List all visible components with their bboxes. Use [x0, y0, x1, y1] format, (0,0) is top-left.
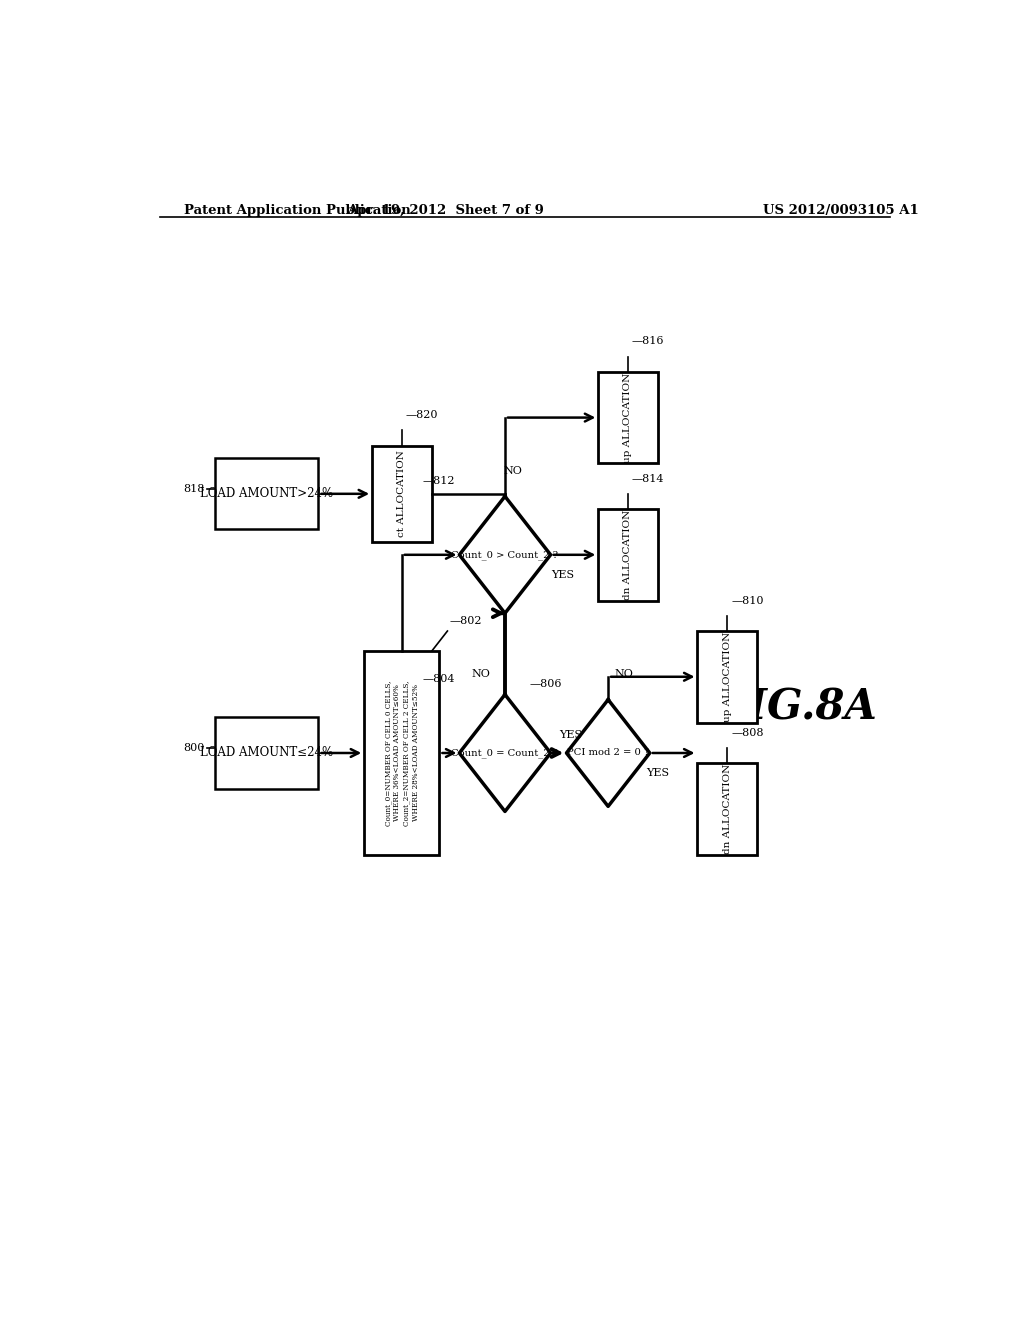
- Text: LOAD AMOUNT>24%: LOAD AMOUNT>24%: [201, 487, 334, 500]
- Text: —806: —806: [530, 680, 562, 689]
- Text: dn ALLOCATION: dn ALLOCATION: [723, 764, 732, 854]
- Polygon shape: [460, 694, 551, 812]
- Bar: [372, 446, 431, 543]
- Text: LOAD AMOUNT≤24%: LOAD AMOUNT≤24%: [201, 747, 334, 759]
- Bar: [697, 631, 757, 722]
- Text: —814: —814: [632, 474, 665, 483]
- Text: —820: —820: [406, 411, 438, 420]
- Text: —816: —816: [632, 337, 665, 346]
- Text: NO: NO: [472, 669, 490, 680]
- Text: up ALLOCATION: up ALLOCATION: [723, 632, 732, 722]
- Text: 818: 818: [183, 483, 205, 494]
- Text: Count_0 = Count_2 ?: Count_0 = Count_2 ?: [452, 748, 558, 758]
- Text: —804: —804: [423, 675, 456, 684]
- Bar: [365, 651, 439, 854]
- Text: Patent Application Publication: Patent Application Publication: [183, 205, 411, 216]
- Text: YES: YES: [646, 768, 670, 779]
- Polygon shape: [460, 496, 551, 614]
- Text: —802: —802: [450, 616, 482, 626]
- Text: Count_0 > Count_2 ?: Count_0 > Count_2 ?: [452, 550, 558, 560]
- Text: PCI mod 2 = 0 ?: PCI mod 2 = 0 ?: [567, 748, 649, 758]
- Bar: [598, 372, 657, 463]
- Text: up ALLOCATION: up ALLOCATION: [624, 372, 633, 463]
- Text: 800: 800: [183, 743, 205, 752]
- Bar: [215, 458, 318, 529]
- Text: NO: NO: [614, 669, 634, 680]
- Text: US 2012/0093105 A1: US 2012/0093105 A1: [763, 205, 919, 216]
- Text: FIG.8A: FIG.8A: [719, 686, 878, 729]
- Text: —812: —812: [423, 477, 456, 486]
- Text: Apr. 19, 2012  Sheet 7 of 9: Apr. 19, 2012 Sheet 7 of 9: [347, 205, 544, 216]
- Text: YES: YES: [551, 570, 574, 579]
- Bar: [697, 763, 757, 854]
- Bar: [598, 510, 657, 601]
- Text: —810: —810: [731, 595, 764, 606]
- Polygon shape: [566, 700, 650, 807]
- Text: ct ALLOCATION: ct ALLOCATION: [397, 450, 407, 537]
- Text: YES: YES: [559, 730, 582, 739]
- Text: NO: NO: [504, 466, 522, 477]
- Text: Count_0=NUMBER OF CELL 0 CELLS,
WHERE 36%<LOAD AMOUNT≤60%
Count_2=NUMBER OF CELL: Count_0=NUMBER OF CELL 0 CELLS, WHERE 36…: [384, 680, 420, 826]
- Text: dn ALLOCATION: dn ALLOCATION: [624, 510, 633, 599]
- Text: —808: —808: [731, 727, 764, 738]
- Bar: [215, 718, 318, 788]
